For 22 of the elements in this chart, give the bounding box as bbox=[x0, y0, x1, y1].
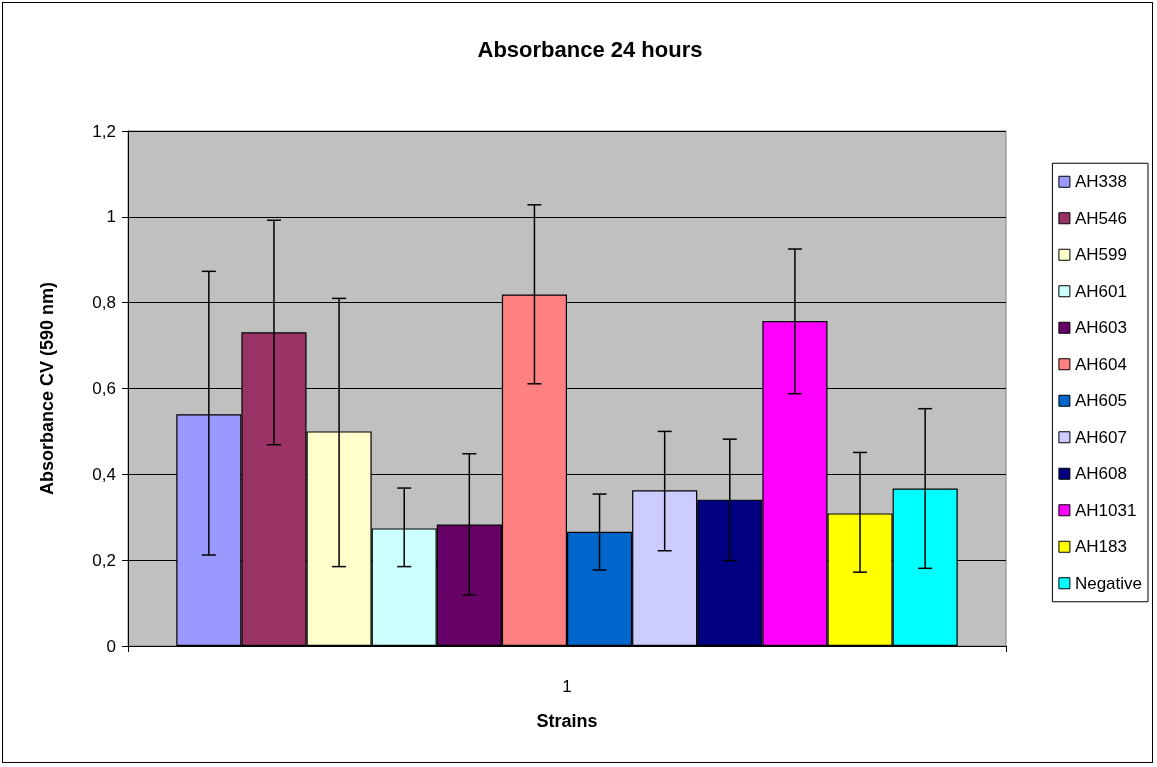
y-tick-label: 0 bbox=[106, 636, 116, 656]
y-axis-title: Absorbance CV (590 nm) bbox=[37, 281, 57, 496]
y-tick-label: 0,6 bbox=[92, 379, 116, 398]
legend-label: AH601 bbox=[1074, 281, 1127, 301]
legend-label: AH183 bbox=[1074, 537, 1127, 557]
legend-label: AH1031 bbox=[1074, 500, 1137, 520]
legend-label: AH604 bbox=[1074, 354, 1127, 374]
legend-label: AH607 bbox=[1074, 427, 1127, 447]
y-tick-label: 0,4 bbox=[92, 464, 116, 484]
y-tick-label: 1,2 bbox=[92, 121, 116, 141]
legend-label: AH605 bbox=[1074, 391, 1127, 411]
legend-label: AH338 bbox=[1074, 172, 1127, 192]
legend-label: Negative bbox=[1074, 573, 1143, 593]
legend-label: AH608 bbox=[1074, 464, 1127, 484]
x-axis-title: Strains bbox=[536, 711, 598, 731]
legend-label: AH603 bbox=[1074, 318, 1127, 338]
legend-label: AH546 bbox=[1074, 208, 1127, 228]
y-tick-label: 1 bbox=[106, 207, 116, 227]
chart-title: Absorbance 24 hours bbox=[477, 36, 703, 62]
y-tick-label: 0,8 bbox=[92, 293, 116, 313]
legend-label: AH599 bbox=[1074, 245, 1127, 265]
y-tick-label: 0,2 bbox=[92, 550, 116, 570]
